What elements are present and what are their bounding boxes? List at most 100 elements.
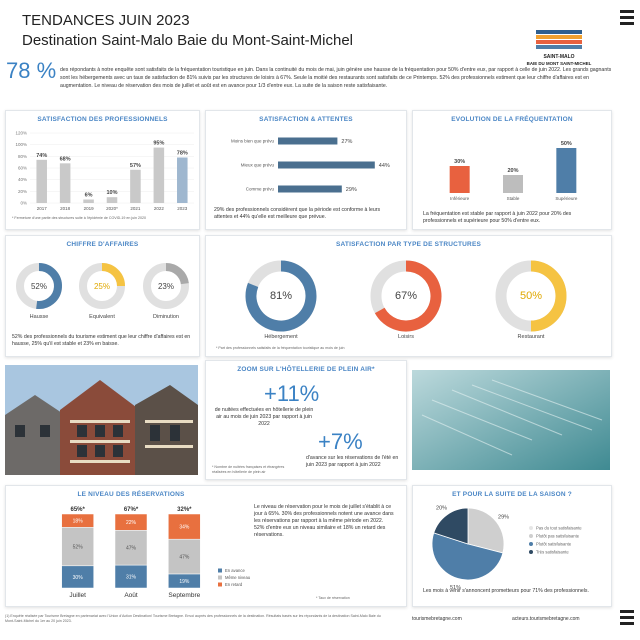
panel: Moins bien que prévu 27% Mieux que prévu 44… — [205, 110, 407, 230]
bar — [177, 157, 188, 203]
logo-stripe — [536, 30, 582, 34]
legend-swatch — [218, 568, 222, 573]
y-tick-label: 60% — [18, 166, 27, 171]
donut-arc — [101, 263, 125, 287]
x-tick-label: 2020* — [106, 206, 118, 211]
value-label: 44% — [379, 163, 390, 169]
panel-title: SATISFACTION DES PROFESSIONNELS — [37, 116, 168, 123]
logo-stripe — [536, 35, 582, 39]
pie-slice — [433, 507, 469, 545]
panel-text: Le niveau de réservation pour le mois de… — [254, 504, 394, 538]
value-label: 27% — [341, 139, 352, 145]
donut-arc — [36, 263, 62, 309]
logo-text: BAIE DU MONT SAINT-MICHEL — [527, 61, 592, 66]
x-tick-label: 2017 — [37, 206, 48, 211]
value-label: 34% — [179, 525, 190, 531]
value-label: 67% — [395, 290, 417, 302]
bar-segment — [168, 513, 201, 540]
pie-slice — [467, 507, 505, 554]
value-label: 50% — [561, 141, 572, 147]
legend-label: Plutôt pas satisfaisante — [536, 534, 580, 539]
x-tick-label: Août — [124, 592, 138, 599]
value-label: 52% — [31, 282, 47, 291]
panel-text: 52% des professionnels du tourisme estim… — [12, 334, 191, 347]
logo: SAINT-MALO BAIE DU MONT SAINT-MICHEL — [527, 30, 592, 66]
menu-icon — [620, 610, 634, 625]
footnote: * Nombre de nuitées françaises et étrang… — [212, 465, 285, 474]
panel-text: 29% des professionnels considèrent que l… — [214, 207, 381, 220]
value-label: 29% — [346, 187, 357, 193]
panel: 52% Hausse 25% Equivalent 23% Diminution CHIF… — [5, 235, 200, 357]
legend-swatch — [529, 526, 533, 530]
timber — [70, 420, 193, 463]
y-tick-label: 40% — [18, 177, 27, 182]
legend-label: En avance — [225, 568, 245, 573]
bar — [106, 197, 118, 203]
category-label: Hébergement — [264, 334, 298, 340]
panel: 30% 52% 18% 65%* Juillet 31% 47% 22% 67%* Août 19%… — [5, 485, 407, 607]
panel: Pas du tout satisfaisante 29% Plutôt pas s… — [412, 485, 612, 607]
y-tick-label: 100% — [15, 142, 27, 147]
panel-title: SATISFACTION & ATTENTES — [259, 116, 353, 123]
bar — [153, 147, 165, 203]
donut-arc — [530, 260, 567, 332]
bar — [59, 163, 71, 203]
category-label: Diminution — [153, 314, 179, 320]
bar-segment — [61, 527, 94, 567]
bar — [556, 148, 577, 193]
legend-swatch — [529, 550, 533, 554]
source: (1) Enquête réalisée par Tourisme Bretag… — [5, 614, 381, 623]
footnote: * Part des professionnels satisfaits de … — [216, 346, 345, 350]
chart: Pas du tout satisfaisante 29% Plutôt pas s… — [431, 506, 582, 591]
house — [5, 395, 65, 475]
value-label: 30% — [73, 575, 84, 581]
panel: ZOOM SUR L'HÔTELLERIE DE PLEIN AIR* +11%… — [205, 360, 407, 480]
category-label: Moins bien que prévu — [231, 139, 275, 144]
value-label: 6% — [85, 193, 93, 199]
y-tick-label: 20% — [18, 189, 27, 194]
value-label: 78% — [177, 151, 188, 157]
url: tourismebretagne.com — [412, 616, 462, 622]
pie-slice — [431, 532, 504, 581]
donut-arc — [165, 263, 189, 285]
category-label: Mieux que prévu — [241, 163, 275, 168]
legend-label: Plutôt satisfaisante — [536, 542, 572, 547]
legend-swatch — [218, 582, 222, 587]
value-label: 50% — [520, 290, 542, 302]
value-label: 74% — [36, 153, 47, 159]
value-label: 19% — [179, 579, 190, 585]
y-tick-label: 80% — [18, 154, 27, 159]
bar — [278, 185, 342, 193]
category-label: Loisirs — [398, 334, 414, 340]
bar — [130, 169, 141, 203]
windows — [15, 425, 180, 457]
x-tick-label: 2018 — [60, 206, 71, 211]
value-label: 57% — [130, 163, 141, 169]
category-label: Restaurant — [518, 334, 545, 340]
x-tick-label: Inférieure — [450, 196, 470, 201]
bar — [36, 159, 47, 203]
panel-text: La fréquentation est stable par rapport … — [423, 211, 572, 224]
value-label: 22% — [126, 520, 137, 526]
panel-title: EVOLUTION DE LA FRÉQUENTATION — [451, 116, 573, 123]
panel-title: ZOOM SUR L'HÔTELLERIE DE PLEIN AIR* — [237, 366, 375, 373]
menu-icon — [620, 10, 634, 25]
x-tick-label: 2019 — [84, 206, 95, 211]
value-label: 47% — [179, 555, 190, 561]
y-tick-label: 0% — [20, 201, 27, 206]
panel-title: SATISFACTION PAR TYPE DE STRUCTURES — [335, 241, 482, 248]
total-label: 67%* — [124, 507, 139, 513]
subtitle: Destination Saint-Malo Baie du Mont-Sain… — [22, 32, 353, 49]
category-label: Hausse — [30, 314, 49, 320]
value-label: 20% — [507, 168, 518, 174]
value-label: 25% — [94, 282, 110, 291]
stat: +11% — [264, 381, 320, 406]
legend-swatch — [218, 575, 222, 580]
value-label: 30% — [454, 159, 465, 165]
bar-segment — [114, 513, 148, 531]
value-label: 23% — [158, 282, 174, 291]
value-label: 18% — [73, 519, 84, 525]
ripples — [421, 379, 603, 456]
stat-text: d'avance sur les réservations de l'été e… — [306, 455, 399, 468]
